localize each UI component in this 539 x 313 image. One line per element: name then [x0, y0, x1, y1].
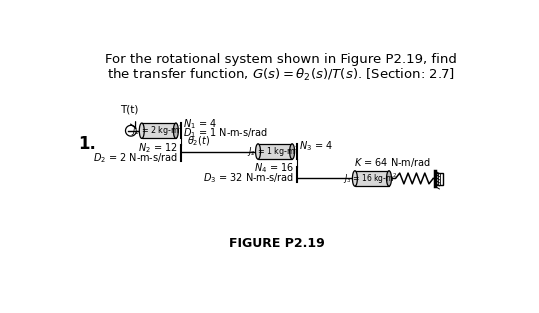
Bar	[258, 144, 292, 159]
Text: $N_2$ = 12: $N_2$ = 12	[139, 141, 178, 155]
Text: $K$ = 64 N-m/rad: $K$ = 64 N-m/rad	[354, 156, 431, 169]
Text: $J_1$ = 2 kg-m$^2$: $J_1$ = 2 kg-m$^2$	[131, 124, 183, 138]
Text: $\theta_2(t)$: $\theta_2(t)$	[186, 135, 210, 148]
Ellipse shape	[289, 144, 295, 159]
Bar	[355, 171, 389, 186]
Text: $N_4$ = 16: $N_4$ = 16	[254, 162, 294, 175]
Text: 1.: 1.	[78, 135, 96, 153]
Text: For the rotational system shown in Figure P2.19, find: For the rotational system shown in Figur…	[105, 53, 457, 66]
Text: the transfer function, $G(s) = \theta_2(s)/T(s)$. [Section: 2.7]: the transfer function, $G(s) = \theta_2(…	[107, 66, 454, 83]
Text: $D_2$ = 2 N-m-s/rad: $D_2$ = 2 N-m-s/rad	[93, 151, 178, 165]
Text: $N_1$ = 4: $N_1$ = 4	[183, 118, 217, 131]
Ellipse shape	[353, 171, 357, 186]
Ellipse shape	[386, 171, 391, 186]
Text: $N_3$ = 4: $N_3$ = 4	[299, 139, 333, 153]
Text: $J_3$ = 16 kg-m$^2$: $J_3$ = 16 kg-m$^2$	[343, 171, 398, 186]
Text: FIGURE P2.19: FIGURE P2.19	[229, 238, 324, 250]
Bar	[142, 123, 176, 138]
Text: $D_3$ = 32 N-m-s/rad: $D_3$ = 32 N-m-s/rad	[203, 172, 294, 185]
Bar	[436, 173, 443, 185]
Text: $D_1$ = 1 N-m-s/rad: $D_1$ = 1 N-m-s/rad	[183, 126, 268, 140]
Ellipse shape	[139, 123, 144, 138]
Ellipse shape	[255, 144, 260, 159]
Text: T(t): T(t)	[120, 104, 139, 114]
Text: $J_2$ = 1 kg-m$^2$: $J_2$ = 1 kg-m$^2$	[247, 144, 300, 159]
Ellipse shape	[174, 123, 178, 138]
